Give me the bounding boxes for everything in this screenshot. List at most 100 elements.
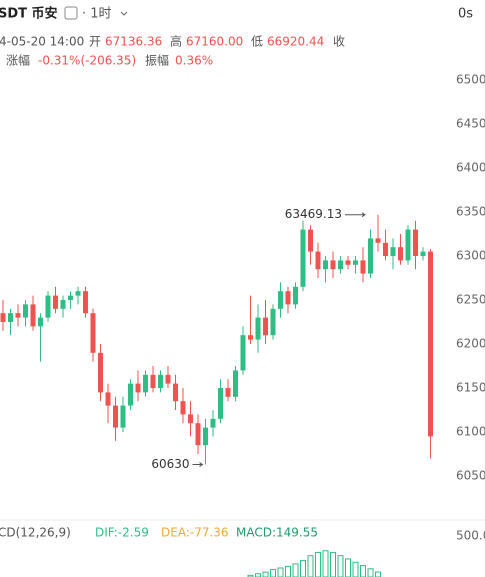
- candle-body: [375, 238, 381, 243]
- candle-body: [203, 427, 208, 446]
- arrow: [345, 212, 366, 218]
- open-label: 开: [89, 35, 101, 49]
- macd-bar: [375, 571, 381, 577]
- candle-body: [263, 317, 268, 336]
- candle-body: [413, 229, 418, 256]
- candle-body: [428, 251, 433, 437]
- y-tick-label: 63500: [456, 205, 485, 219]
- candle-body: [293, 286, 298, 305]
- edit-icon[interactable]: [64, 6, 78, 20]
- candle-body: [255, 317, 261, 340]
- y-tick-label: 62000: [456, 337, 485, 351]
- macd-bar: [337, 555, 344, 577]
- macd-bar: [330, 551, 336, 577]
- candle-body: [420, 251, 426, 256]
- candle-body: [8, 313, 13, 322]
- candle-body: [45, 295, 51, 318]
- candle-body: [188, 414, 193, 424]
- low: 66920.44: [267, 35, 324, 49]
- candle-body: [225, 388, 231, 397]
- min-annotation: 60630: [151, 457, 189, 471]
- y-tick-label: 64500: [456, 117, 485, 131]
- macd-bar: [315, 551, 321, 577]
- low-label: 低: [251, 35, 263, 49]
- macd-bar: [345, 558, 351, 577]
- y-tick-label: 64000: [456, 161, 485, 175]
- candle-body: [278, 291, 283, 309]
- candle-body: [315, 251, 321, 270]
- macd-label: CD(12,26,9): [0, 526, 71, 540]
- macd-bar: [300, 560, 306, 577]
- candle-body: [240, 335, 246, 371]
- macd-bar: [270, 569, 276, 577]
- candle-body: [390, 247, 396, 256]
- candle-body: [398, 247, 403, 261]
- candle-body: [330, 260, 336, 270]
- candle-body: [135, 383, 141, 393]
- symbol[interactable]: SDT 币安: [0, 6, 58, 22]
- candle-body: [383, 242, 388, 256]
- candle-body: [210, 418, 216, 428]
- candle-body: [308, 229, 313, 252]
- candle-body: [38, 317, 43, 327]
- close-label: 收: [333, 35, 345, 49]
- candle-body: [353, 260, 358, 265]
- interval[interactable]: · 1时: [82, 7, 112, 22]
- candle-body: [285, 291, 291, 305]
- chevron: [120, 11, 128, 16]
- macd-bar: [262, 571, 269, 577]
- candle-body: [68, 295, 73, 300]
- y-tick-label: 61000: [456, 425, 485, 439]
- macd-bar: [285, 565, 291, 577]
- max-annotation: 63469.13: [285, 207, 342, 221]
- dif: DIF:-2.59: [95, 526, 149, 540]
- candle-body: [338, 260, 343, 270]
- candle-body: [405, 229, 411, 261]
- macd-bar: [322, 550, 329, 577]
- macd-bar: [277, 567, 284, 577]
- candle-body: [368, 238, 373, 274]
- candle-body: [158, 374, 163, 388]
- candle-body: [60, 300, 66, 309]
- candle-body: [195, 423, 201, 446]
- candle-body: [113, 405, 118, 428]
- candle-body: [53, 295, 58, 309]
- dea: DEA:-77.36: [161, 526, 229, 540]
- change: -0.31%(-206.35): [38, 54, 136, 68]
- y-tick-label: 60500: [456, 469, 485, 483]
- candle-body: [248, 335, 253, 340]
- candle-body: [128, 383, 133, 406]
- macd-bar: [292, 563, 299, 577]
- candle-body: [143, 374, 148, 393]
- candle-body: [270, 308, 276, 336]
- candle-body: [30, 304, 36, 327]
- high-label: 高: [170, 34, 182, 49]
- y-tick-label: 63000: [456, 249, 485, 263]
- y-tick-label: 65000: [456, 73, 485, 87]
- candle-body: [360, 260, 366, 274]
- time: 4-05-20 14:00: [0, 35, 84, 49]
- macd-bar: [352, 561, 359, 577]
- candle-body: [173, 383, 178, 402]
- candle-body: [75, 291, 81, 296]
- candle-body: [300, 229, 306, 287]
- candle-body: [83, 291, 88, 314]
- open: 67136.36: [105, 35, 162, 49]
- y-tick-label: 62500: [456, 293, 485, 307]
- macd-value: MACD:149.55: [236, 526, 318, 540]
- timer: 0s: [458, 7, 473, 22]
- candle-body: [98, 352, 103, 393]
- candle-body: [23, 304, 28, 318]
- macd-tick-label: 500.0: [456, 529, 485, 543]
- change-label: 涨幅: [6, 53, 30, 68]
- high: 67160.00: [186, 35, 243, 49]
- candle-body: [120, 405, 126, 428]
- candle-body: [233, 370, 238, 397]
- macd-bar: [367, 568, 374, 577]
- candle-body: [15, 313, 21, 318]
- amplitude-label: 振幅: [145, 53, 169, 68]
- y-tick-label: 61500: [456, 381, 485, 395]
- candle-body: [150, 374, 156, 388]
